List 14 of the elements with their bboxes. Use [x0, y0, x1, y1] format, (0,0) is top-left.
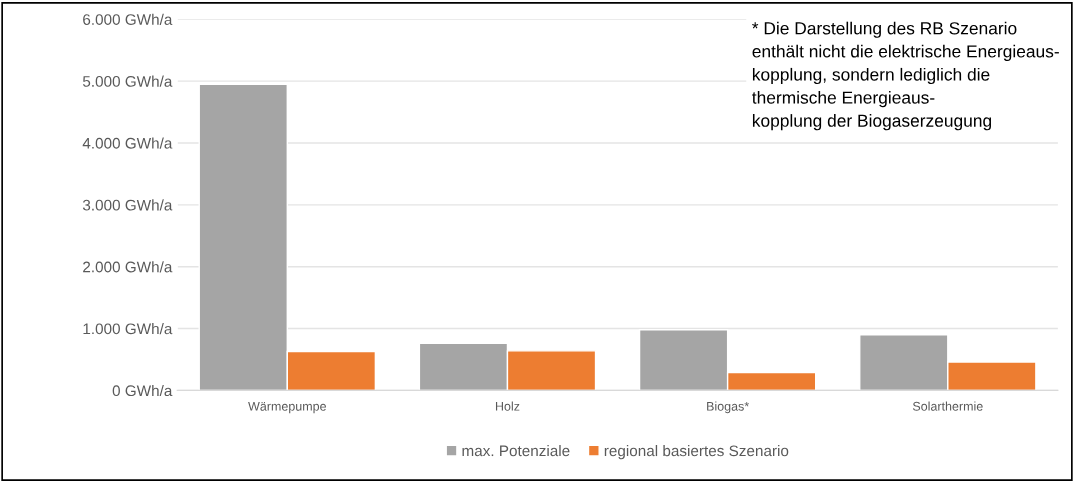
y-tick-label: 1.000 GWh/a	[83, 323, 173, 335]
y-tick-label: 6.000 GWh/a	[83, 13, 173, 25]
y-tick-label: 5.000 GWh/a	[82, 75, 173, 87]
annotation: * Die Darstellung des RB Szenario enthält nicht die elektrische Energieaus- kopplung, sondern lediglich die thermische Energieaus- kopplung der Biogaserzeugung	[752, 21, 1059, 131]
legend-label: regional basiertes Szenario	[604, 445, 789, 460]
y-tick-label: 2.000 GWh/a	[83, 261, 173, 273]
x-tick-label: Wärmepumpe	[248, 401, 326, 414]
legend-label: max. Potenziale	[462, 445, 570, 457]
x-tick-label: Biogas*	[707, 401, 749, 414]
x-tick-label: Solarthermie	[912, 401, 983, 411]
y-tick-label: 3.000 GWh/a	[82, 199, 173, 211]
y-tick-label: 4.000 GWh/a	[82, 137, 173, 149]
x-tick-label: Holz	[495, 401, 520, 411]
y-tick-label: 0 GWh/a	[112, 384, 173, 397]
